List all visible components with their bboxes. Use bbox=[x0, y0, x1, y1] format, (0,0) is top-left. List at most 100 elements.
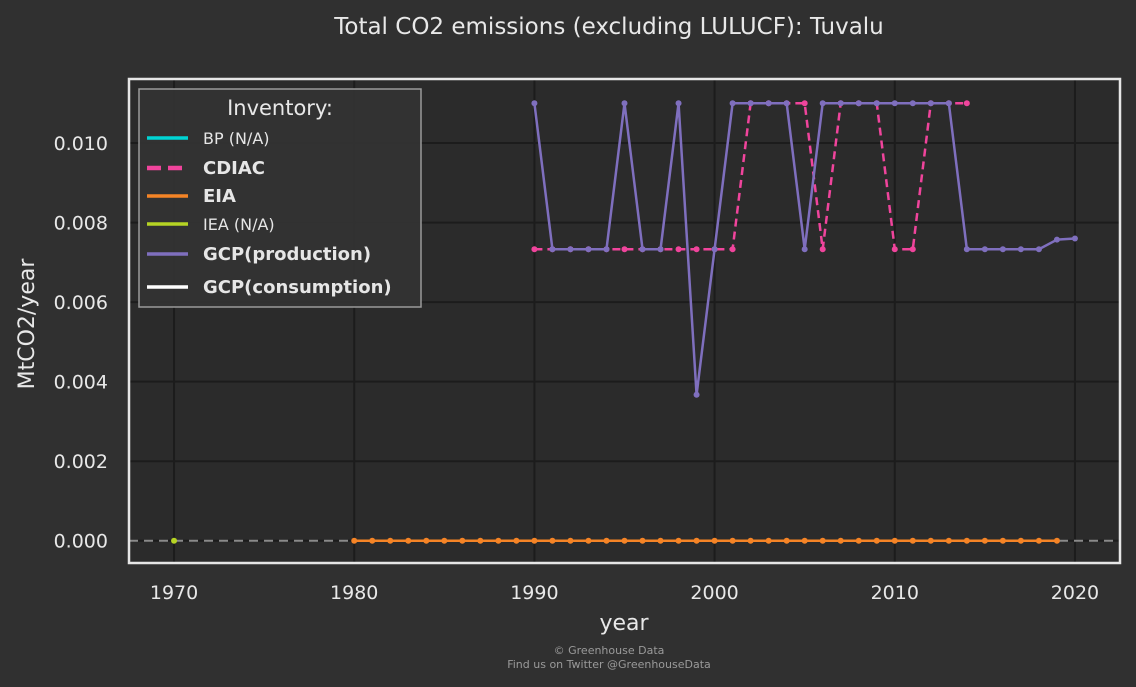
legend-entry-eia: EIA bbox=[147, 186, 236, 207]
data-point-gcp-production bbox=[873, 100, 880, 107]
x-tick-label: 2020 bbox=[1051, 582, 1099, 604]
data-point-eia bbox=[873, 537, 880, 544]
data-point-eia bbox=[747, 537, 754, 544]
x-tick-label: 1990 bbox=[510, 582, 558, 604]
data-point-gcp-production bbox=[1071, 235, 1078, 242]
data-point-eia bbox=[837, 537, 844, 544]
data-point-eia bbox=[495, 537, 502, 544]
data-point-eia bbox=[585, 537, 592, 544]
data-point-eia bbox=[981, 537, 988, 544]
data-point-gcp-production bbox=[1035, 246, 1042, 253]
data-point-gcp-production bbox=[711, 246, 718, 253]
data-point-eia bbox=[477, 537, 484, 544]
y-tick-label: 0.000 bbox=[54, 531, 108, 553]
legend-title: Inventory: bbox=[227, 96, 333, 120]
data-point-gcp-production bbox=[639, 246, 646, 253]
data-point-eia bbox=[927, 537, 934, 544]
data-point-gcp-production bbox=[999, 246, 1006, 253]
data-point-eia bbox=[963, 537, 970, 544]
data-point-eia bbox=[369, 537, 376, 544]
data-point-eia bbox=[405, 537, 412, 544]
data-point-iea-n-a bbox=[171, 537, 178, 544]
y-tick-label: 0.006 bbox=[54, 292, 108, 314]
data-point-gcp-production bbox=[729, 100, 736, 107]
data-point-eia bbox=[693, 537, 700, 544]
data-point-gcp-production bbox=[837, 100, 844, 107]
data-point-gcp-production bbox=[747, 100, 754, 107]
data-point-eia bbox=[459, 537, 466, 544]
data-point-eia bbox=[621, 537, 628, 544]
legend-label: EIA bbox=[203, 186, 236, 207]
data-point-gcp-production bbox=[801, 246, 808, 253]
data-point-gcp-production bbox=[963, 246, 970, 253]
data-point-eia bbox=[801, 537, 808, 544]
x-tick-label: 1970 bbox=[150, 582, 198, 604]
legend-label: IEA (N/A) bbox=[203, 215, 275, 234]
series-iea-n-a bbox=[171, 537, 178, 544]
data-point-cdiac bbox=[963, 100, 970, 107]
legend-entry-iea-n-a: IEA (N/A) bbox=[147, 215, 275, 234]
data-point-eia bbox=[891, 537, 898, 544]
data-point-eia bbox=[531, 537, 538, 544]
legend-entry-cdiac: CDIAC bbox=[147, 158, 265, 179]
data-point-eia bbox=[513, 537, 520, 544]
data-point-gcp-production bbox=[621, 100, 628, 107]
data-point-cdiac bbox=[909, 246, 916, 253]
y-tick-label: 0.008 bbox=[54, 213, 108, 235]
data-point-gcp-production bbox=[765, 100, 772, 107]
data-point-cdiac bbox=[621, 246, 628, 253]
legend: Inventory: BP (N/A) CDIAC EIA IEA (N/A) GCP(… bbox=[138, 88, 422, 308]
series-gcp-production bbox=[531, 100, 1078, 398]
data-point-gcp-production bbox=[927, 100, 934, 107]
data-point-eia bbox=[1035, 537, 1042, 544]
legend-entries: BP (N/A) CDIAC EIA IEA (N/A) GCP(production)… bbox=[147, 129, 392, 298]
y-tick-label: 0.002 bbox=[54, 451, 108, 473]
data-point-eia bbox=[567, 537, 574, 544]
legend-label: BP (N/A) bbox=[203, 129, 270, 148]
legend-entry-gcp-consumption: GCP(consumption) bbox=[147, 277, 392, 298]
data-point-eia bbox=[1053, 537, 1060, 544]
series-eia bbox=[351, 537, 1060, 544]
data-point-eia bbox=[999, 537, 1006, 544]
data-point-gcp-production bbox=[549, 246, 556, 253]
data-point-eia bbox=[639, 537, 646, 544]
legend-box bbox=[138, 88, 422, 308]
data-point-cdiac bbox=[531, 246, 538, 253]
data-point-eia bbox=[729, 537, 736, 544]
x-tick-label: 1980 bbox=[330, 582, 378, 604]
data-point-eia bbox=[657, 537, 664, 544]
data-point-gcp-production bbox=[819, 100, 826, 107]
data-point-cdiac bbox=[819, 246, 826, 253]
legend-entry-bp-n-a: BP (N/A) bbox=[147, 129, 270, 148]
data-point-gcp-production bbox=[783, 100, 790, 107]
data-point-gcp-production bbox=[531, 100, 538, 107]
data-point-eia bbox=[387, 537, 394, 544]
data-point-eia bbox=[441, 537, 448, 544]
data-point-gcp-production bbox=[693, 391, 700, 398]
data-point-eia bbox=[711, 537, 718, 544]
data-point-gcp-production bbox=[675, 100, 682, 107]
data-point-gcp-production bbox=[1053, 236, 1060, 243]
data-point-gcp-production bbox=[855, 100, 862, 107]
series-layer bbox=[171, 100, 1078, 544]
x-tick-label: 2010 bbox=[871, 582, 919, 604]
data-point-gcp-production bbox=[909, 100, 916, 107]
footer-twitter: Find us on Twitter @GreenhouseData bbox=[507, 658, 711, 671]
data-point-eia bbox=[783, 537, 790, 544]
data-point-gcp-production bbox=[657, 246, 664, 253]
data-point-gcp-production bbox=[945, 100, 952, 107]
y-tick-label: 0.004 bbox=[54, 372, 108, 394]
ticks: 1970 1980 1990 2000 2010 2020 0.000 0.002 0.004 0… bbox=[54, 133, 1100, 604]
y-axis-label: MtCO2/year bbox=[15, 258, 40, 390]
data-point-eia bbox=[855, 537, 862, 544]
data-point-gcp-production bbox=[891, 100, 898, 107]
data-point-eia bbox=[1017, 537, 1024, 544]
data-point-cdiac bbox=[891, 246, 898, 253]
data-point-eia bbox=[765, 537, 772, 544]
footer-copyright: © Greenhouse Data bbox=[554, 644, 665, 657]
data-point-cdiac bbox=[801, 100, 808, 107]
data-point-gcp-production bbox=[603, 246, 610, 253]
data-point-gcp-production bbox=[567, 246, 574, 253]
legend-label: GCP(production) bbox=[203, 244, 371, 265]
